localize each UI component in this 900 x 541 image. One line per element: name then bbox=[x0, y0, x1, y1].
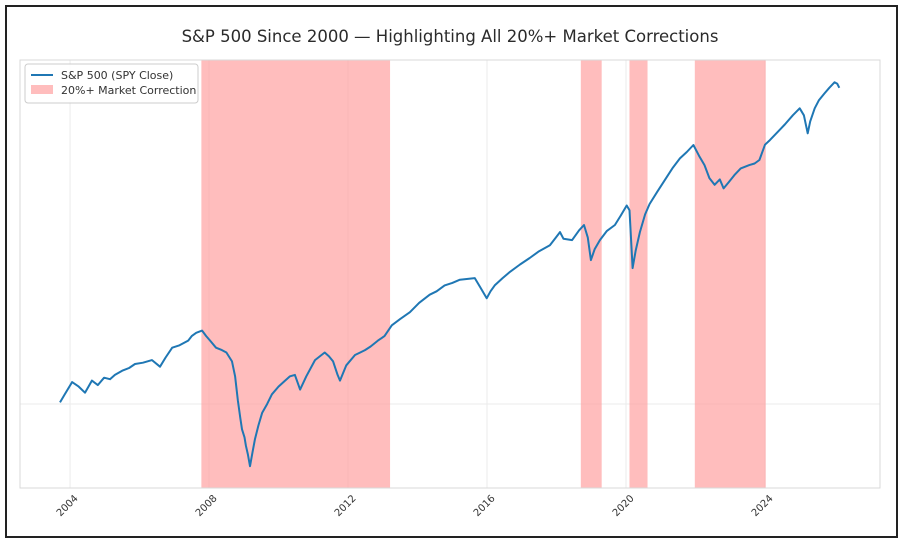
legend-box bbox=[24, 63, 199, 104]
correction-band bbox=[201, 60, 391, 488]
x-tick-label: 2012 bbox=[333, 493, 359, 519]
correction-bands bbox=[201, 60, 766, 488]
correction-band bbox=[694, 60, 766, 488]
correction-band bbox=[629, 60, 648, 488]
chart-title: S&P 500 Since 2000 — Highlighting All 20… bbox=[182, 27, 719, 46]
legend: S&P 500 (SPY Close) 20%+ Market Correcti… bbox=[24, 63, 199, 104]
x-tick-label: 2008 bbox=[194, 493, 220, 519]
price-line-layer bbox=[59, 81, 841, 468]
legend-label-correction: 20%+ Market Correction bbox=[61, 84, 196, 97]
legend-patch-swatch bbox=[31, 85, 53, 94]
x-tick-label: 2020 bbox=[611, 493, 637, 519]
sp500-price-line bbox=[59, 81, 841, 468]
x-axis-ticks: 2004 2008 2012 2016 2020 2024 bbox=[55, 493, 776, 519]
correction-band bbox=[580, 60, 602, 488]
x-tick-label: 2024 bbox=[750, 493, 776, 519]
x-tick-label: 2004 bbox=[55, 493, 81, 519]
legend-label-sp500: S&P 500 (SPY Close) bbox=[61, 69, 173, 82]
plot-border bbox=[19, 59, 881, 489]
x-tick-label: 2016 bbox=[472, 493, 498, 519]
